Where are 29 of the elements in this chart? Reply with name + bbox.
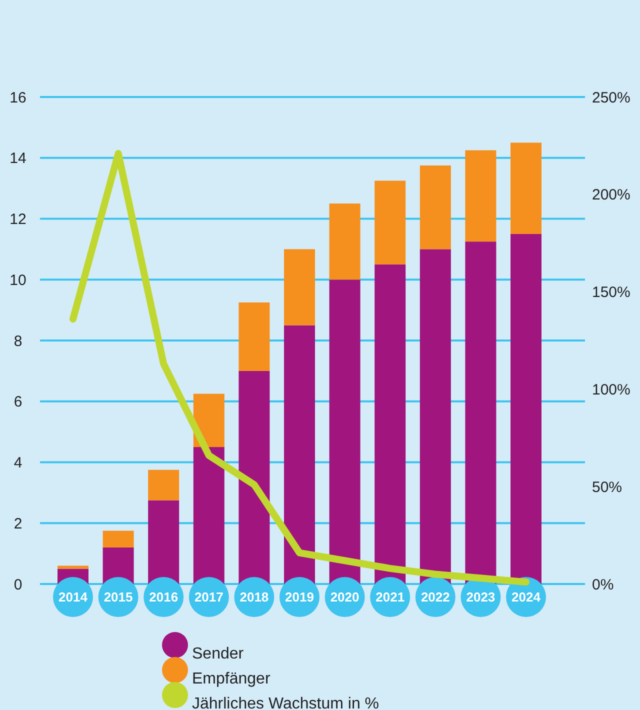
x-tick-label: 2021 [376,590,405,605]
y-tick-label: 6 [14,394,22,411]
x-tick-label: 2022 [420,590,450,605]
x-tick-label: 2016 [149,590,178,605]
y-tick-label: 16 [10,89,26,106]
x-tick-label: 2024 [512,590,542,605]
y-tick-label: 0 [14,576,22,594]
x-tick-label: 2023 [466,590,496,605]
y-tick-label: 4 [14,454,22,472]
x-tick-label: 2019 [285,590,314,605]
y2-tick-label: 100% [592,381,630,398]
y-tick-label: 12 [10,211,26,228]
legend-label: Empfänger [192,670,271,688]
y2-tick-label: 200% [592,186,630,204]
x-tick-label: 2014 [58,590,88,605]
y-tick-label: 14 [10,150,26,168]
x-tick-label: 2015 [104,590,133,605]
y-tick-label: 8 [14,332,22,350]
x-tick-label: 2017 [194,590,224,605]
y2-tick-label: 0% [592,576,614,594]
y-tick-label: 10 [10,272,26,289]
x-tick-label: 2020 [330,590,360,605]
y2-tick-label: 50% [592,478,622,496]
y2-tick-label: 250% [592,89,630,106]
y2-tick-label: 150% [592,284,630,302]
legend-label: Sender [192,646,244,663]
x-tick-label: 2018 [240,590,269,605]
y-tick-label: 2 [14,515,22,532]
legend-label: Jährliches Wachstum in % [192,696,380,710]
